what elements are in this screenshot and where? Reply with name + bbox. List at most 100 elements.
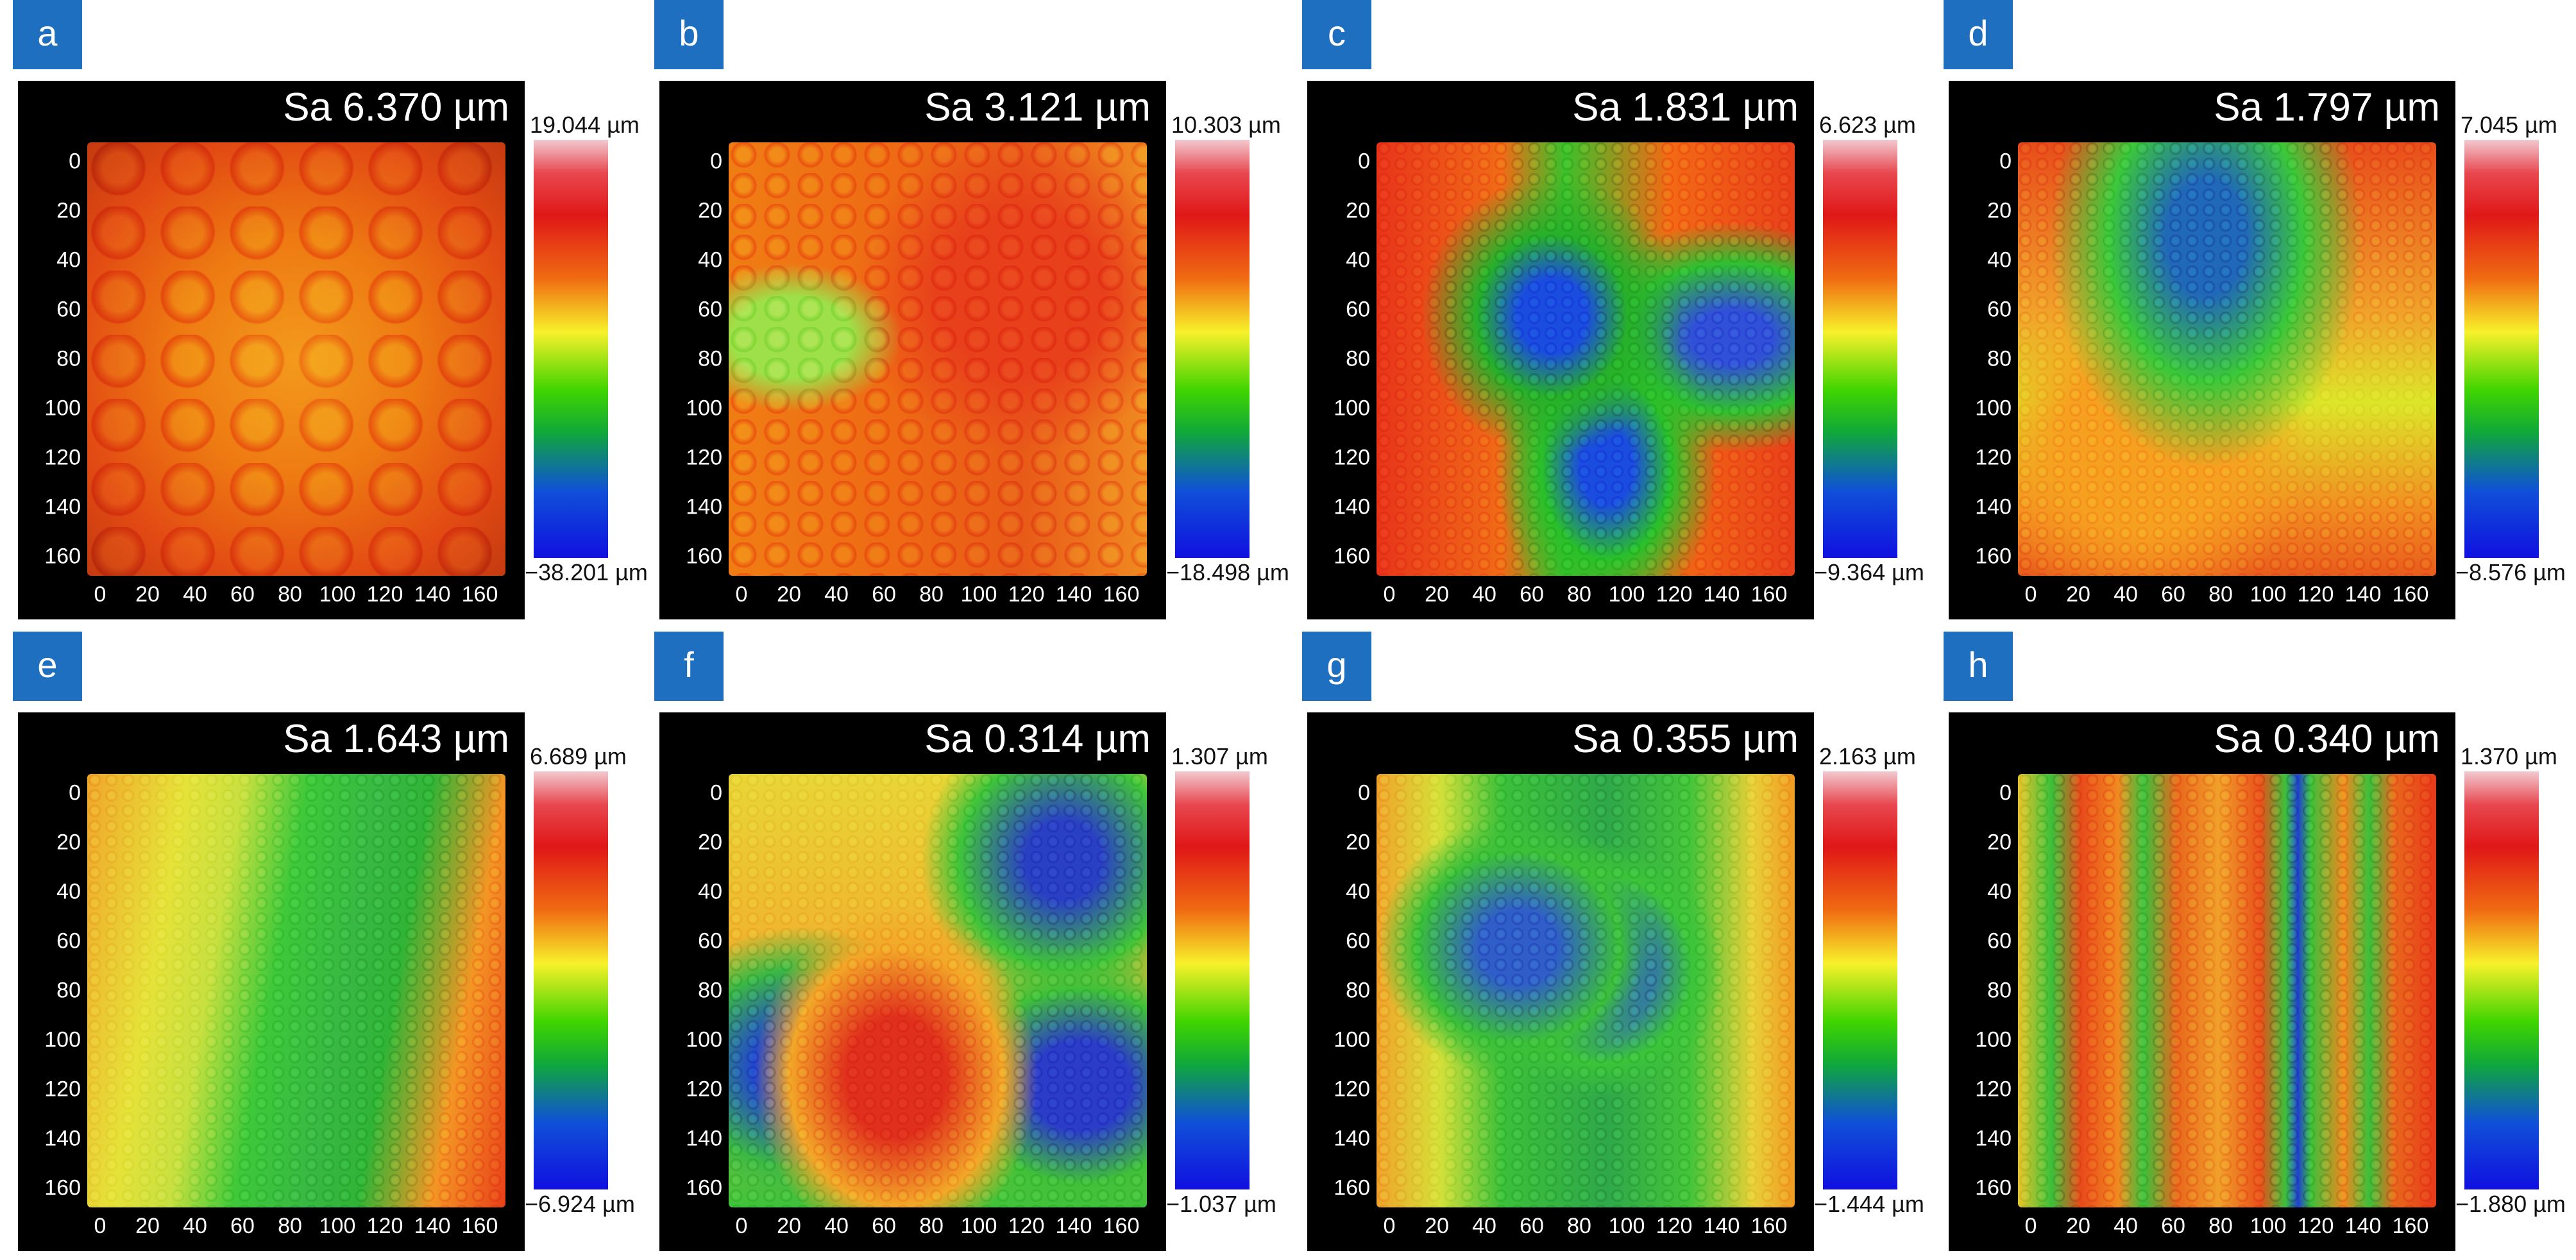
y-axis-tick-label: 0 [1999,149,2012,174]
x-axis-tick-label: 20 [2066,582,2090,607]
y-axis-tick-label: 40 [1987,879,2012,904]
x-axis-tick-label: 20 [135,582,160,607]
x-axis-tick-label: 60 [1520,1214,1544,1238]
surface-height-map [729,774,1147,1207]
surface-texture [87,774,505,1207]
y-axis-tick-label: 80 [1987,346,2012,371]
y-axis-tick-label: 140 [1975,1126,2012,1151]
y-axis-tick-label: 40 [1346,248,1370,273]
y-axis-tick-label: 100 [1334,1027,1370,1052]
y-axis-tick-label: 120 [1975,445,2012,470]
height-map-panel: Sa 1.797 µm 0 0 20 20 40 40 60 60 80 80 100 100 120 12… [1949,81,2455,619]
height-colorbar [1823,771,1897,1189]
y-axis-tick-label: 80 [1987,978,2012,1003]
y-axis-tick-label: 80 [56,978,81,1003]
sa-roughness-label: Sa 1.831 µm [1572,85,1799,130]
x-axis-tick-label: 60 [2161,1214,2185,1238]
height-colorbar [534,771,608,1189]
x-axis-tick-label: 40 [2114,1214,2138,1238]
y-axis-tick-label: 140 [1975,494,2012,519]
y-axis-tick-label: 120 [44,1077,81,1102]
y-axis-tick-label: 60 [1987,928,2012,953]
x-axis-tick-label: 100 [1608,582,1645,607]
y-axis-tick-label: 140 [1334,1126,1370,1151]
x-axis-tick-label: 120 [366,1214,403,1238]
y-axis-tick-label: 160 [44,544,81,569]
x-axis-tick-label: 60 [872,1214,896,1238]
panel-letter-badge: g [1302,632,1371,701]
y-axis-tick-label: 120 [686,1077,722,1102]
colorbar-max-label: 19.044 µm [530,112,640,138]
x-axis-tick-label: 0 [1383,1214,1396,1238]
x-axis-tick-label: 160 [1750,1214,1788,1238]
y-axis-tick-label: 140 [686,494,722,519]
y-axis-tick-label: 40 [56,248,81,273]
y-axis-tick-label: 0 [1358,780,1370,805]
figure-panel-h: h Sa 0.340 µm 0 0 20 20 40 40 60 60 80 80 100 100 120 1… [1944,632,2566,1260]
x-axis-tick-label: 100 [1608,1214,1645,1238]
y-axis-tick-label: 160 [1334,544,1370,569]
x-axis-tick-label: 0 [2024,1214,2037,1238]
surface-height-map [87,774,505,1207]
height-colorbar [2464,771,2539,1189]
panel-letter-badge: b [654,0,724,69]
colorbar-max-label: 1.370 µm [2461,743,2557,769]
x-axis-tick-label: 80 [919,1214,944,1238]
sa-roughness-label: Sa 1.643 µm [283,717,509,761]
height-map-panel: Sa 3.121 µm 0 0 20 20 40 40 60 60 80 80 100 100 120 12… [659,81,1166,619]
y-axis-tick-label: 100 [44,396,81,421]
y-axis-tick-label: 120 [1975,1077,2012,1102]
x-axis-tick-label: 120 [366,582,403,607]
y-axis-tick-label: 60 [698,928,722,953]
y-axis-tick-label: 20 [56,830,81,855]
y-axis-tick-label: 80 [698,346,722,371]
x-axis-tick-label: 80 [919,582,944,607]
x-axis-tick-label: 140 [2344,1214,2382,1238]
y-axis-tick-label: 40 [1987,248,2012,273]
x-axis-tick-label: 60 [2161,582,2185,607]
height-colorbar [1175,140,1250,558]
y-axis-tick-label: 0 [710,780,722,805]
x-axis-tick-label: 20 [1425,582,1449,607]
x-axis-tick-label: 160 [2392,582,2429,607]
colorbar-min-label: −6.924 µm [525,1191,635,1217]
y-axis-tick-label: 20 [698,830,722,855]
y-axis-tick-label: 100 [1334,396,1370,421]
y-axis-tick-label: 20 [1346,830,1370,855]
colorbar-max-label: 10.303 µm [1171,112,1281,138]
sa-roughness-label: Sa 6.370 µm [283,85,509,130]
y-axis-tick-label: 160 [1975,544,2012,569]
y-axis-tick-label: 160 [686,1175,722,1200]
x-axis-tick-label: 80 [1567,582,1591,607]
panel-letter-badge: h [1944,632,2013,701]
x-axis-tick-label: 0 [1383,582,1396,607]
sa-roughness-label: Sa 0.355 µm [1572,717,1799,761]
sa-roughness-label: Sa 1.797 µm [2214,85,2440,130]
y-axis-tick-label: 20 [1346,198,1370,223]
x-axis-tick-label: 40 [1472,582,1496,607]
sa-roughness-label: Sa 0.314 µm [924,717,1151,761]
colorbar-min-label: −18.498 µm [1166,559,1289,585]
surface-height-map [87,142,505,576]
x-axis-tick-label: 80 [278,582,302,607]
x-axis-tick-label: 60 [1520,582,1544,607]
y-axis-tick-label: 0 [69,780,81,805]
x-axis-tick-label: 120 [1008,582,1045,607]
x-axis-tick-label: 120 [1656,582,1693,607]
sa-roughness-label: Sa 3.121 µm [924,85,1151,130]
surface-texture [2018,774,2436,1207]
x-axis-tick-label: 140 [414,582,451,607]
x-axis-tick-label: 160 [461,1214,498,1238]
height-map-panel: Sa 0.355 µm 0 0 20 20 40 40 60 60 80 80 100 100 120 12… [1307,712,1814,1251]
x-axis-tick-label: 0 [735,1214,748,1238]
y-axis-tick-label: 140 [44,1126,81,1151]
height-colorbar [2464,140,2539,558]
x-axis-tick-label: 40 [2114,582,2138,607]
y-axis-tick-label: 160 [1975,1175,2012,1200]
panel-letter-badge: c [1302,0,1371,69]
colorbar-min-label: −9.364 µm [1814,559,1924,585]
x-axis-tick-label: 160 [1103,582,1140,607]
height-map-panel: Sa 1.643 µm 0 0 20 20 40 40 60 60 80 80 100 100 120 12… [18,712,525,1251]
surface-height-map [2018,142,2436,576]
figure-panel-g: g Sa 0.355 µm 0 0 20 20 40 40 60 60 80 80 100 100 120 1… [1302,632,1924,1260]
